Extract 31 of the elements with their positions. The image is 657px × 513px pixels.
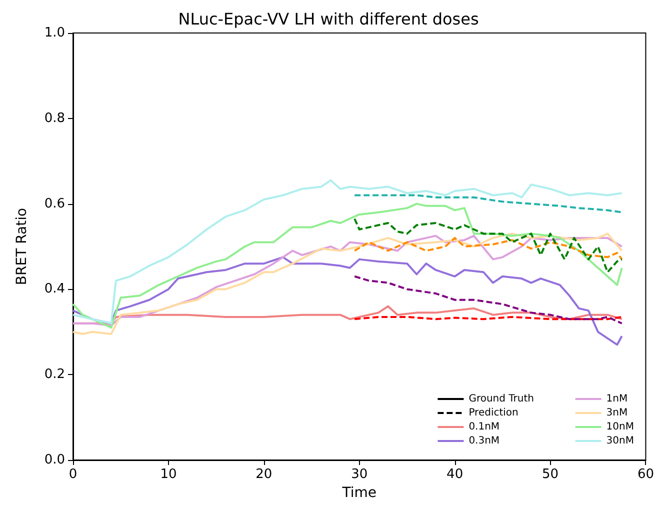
line-series bbox=[354, 218, 623, 274]
x-tick-label: 20 bbox=[256, 467, 272, 482]
y-tick-label: 0.2 bbox=[44, 367, 65, 382]
line-series bbox=[354, 275, 623, 324]
line-series bbox=[354, 236, 623, 260]
x-tick-label: 0 bbox=[68, 467, 78, 482]
y-tick-label: 0.4 bbox=[44, 282, 65, 297]
chart-title: NLuc-Epac-VV LH with different doses bbox=[178, 10, 479, 28]
y-tick-label: 0.0 bbox=[44, 452, 65, 468]
legend-label: Ground Truth bbox=[468, 394, 534, 404]
legend-label: 3nM bbox=[606, 408, 628, 418]
legend-label: 1nM bbox=[606, 394, 628, 404]
x-tick-label: 60 bbox=[637, 467, 654, 482]
y-tick-label: 1.0 bbox=[44, 26, 65, 40]
legend-label: Prediction bbox=[468, 408, 518, 418]
line-series bbox=[72, 179, 623, 324]
legend-label: 0.3nM bbox=[468, 436, 500, 446]
line-series bbox=[72, 202, 623, 329]
x-axis-title: Time bbox=[341, 485, 376, 501]
legend-label: 0.1nM bbox=[468, 422, 500, 432]
x-tick-label: 50 bbox=[542, 467, 559, 482]
x-tick-label: 10 bbox=[160, 467, 177, 482]
y-tick-label: 0.8 bbox=[44, 110, 65, 126]
y-tick-label: 0.6 bbox=[44, 196, 65, 212]
x-tick-label: 40 bbox=[446, 467, 464, 482]
x-tick-label: 30 bbox=[351, 467, 368, 482]
y-axis-title: BRET Ratio bbox=[14, 208, 30, 286]
line-series bbox=[354, 194, 623, 214]
legend-label: 30nM bbox=[606, 436, 634, 446]
legend-label: 10nM bbox=[606, 422, 634, 432]
line-series bbox=[72, 256, 623, 346]
